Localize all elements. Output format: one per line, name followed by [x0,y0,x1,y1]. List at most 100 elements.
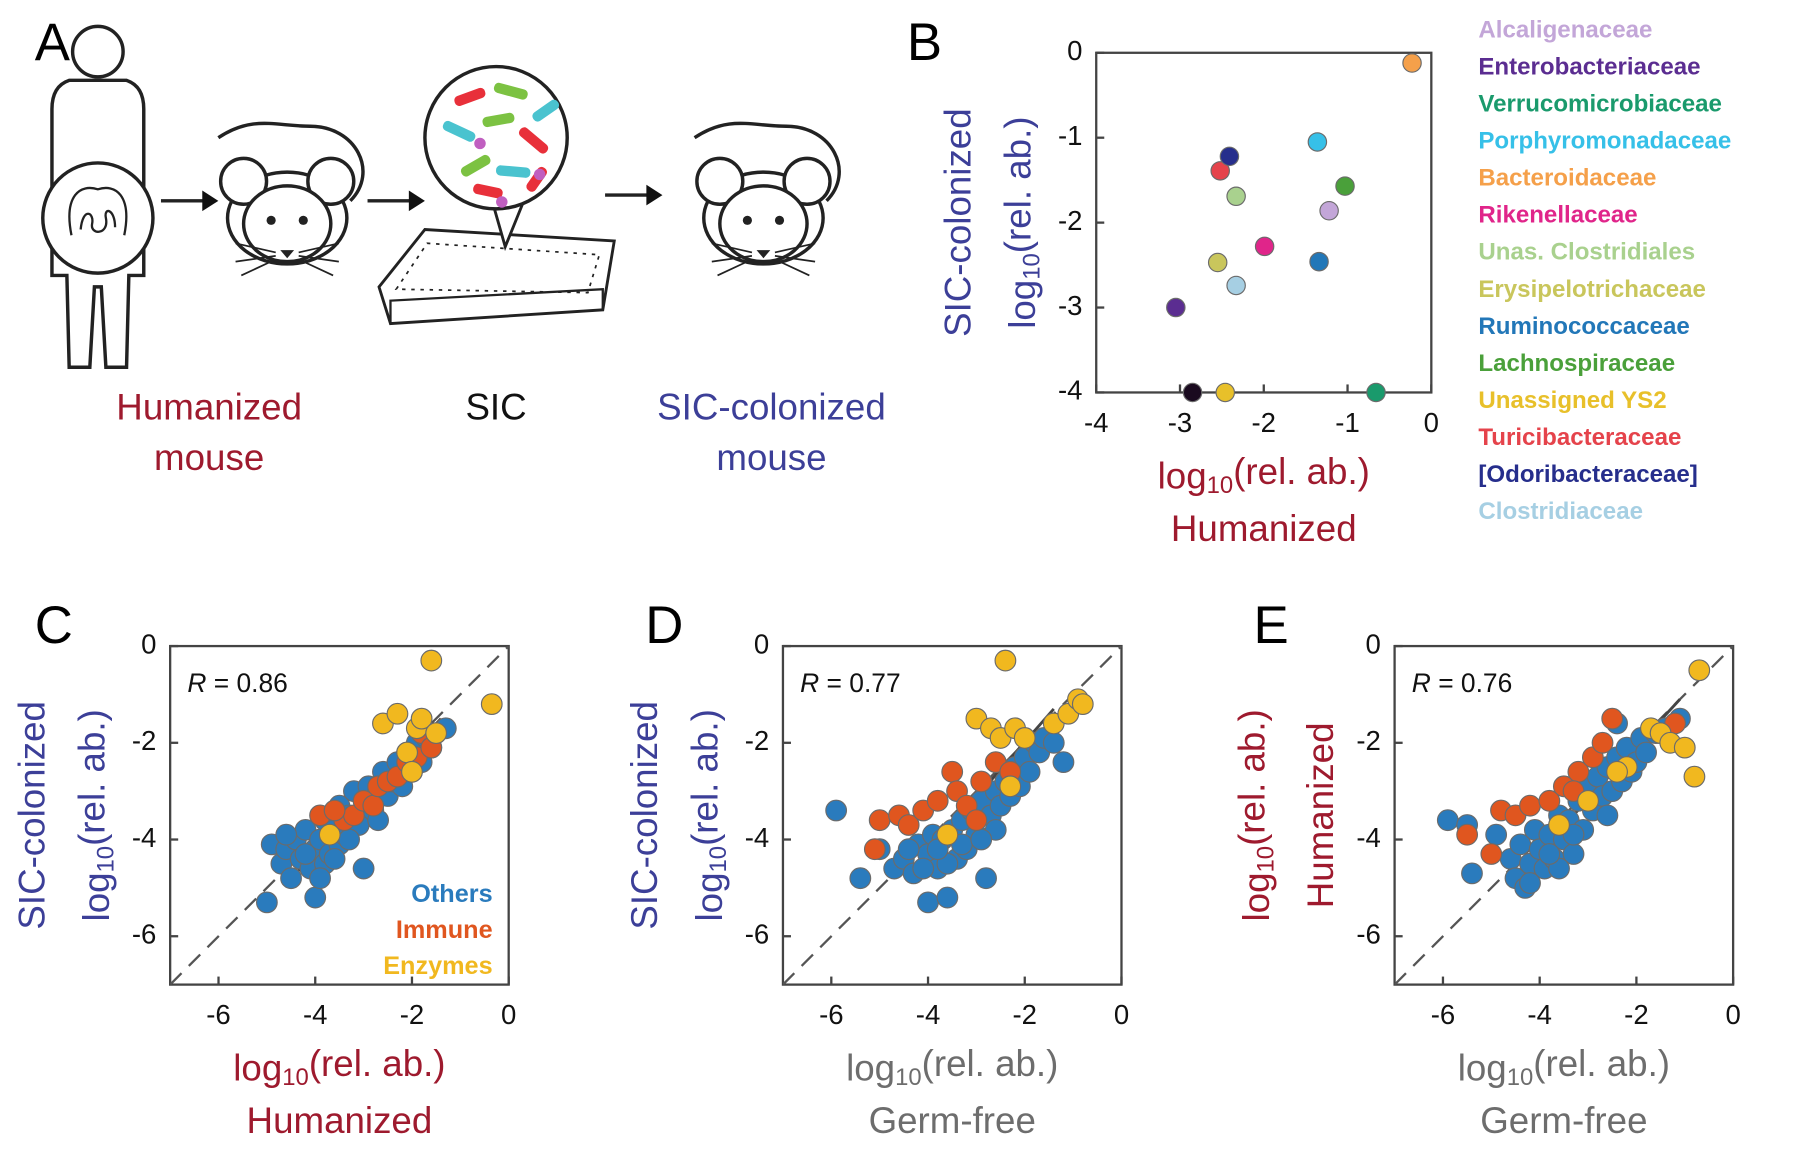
data-point [362,794,385,817]
data-point [975,867,997,890]
panel-a-art [41,24,663,369]
axis-label: log10(rel. ab.) [846,1043,1058,1091]
y-tick-label: -2 [132,725,156,756]
data-point [1606,760,1628,783]
data-point [1319,200,1339,221]
legend-entry: Ruminococcaceae [1478,313,1689,340]
legend-entry: Alcaligenaceae [1478,16,1652,43]
legend-entry: Lachnospiraceae [1478,350,1675,377]
step-label: mouse [716,437,826,478]
y-tick-label: -3 [1058,290,1082,321]
data-point [401,760,423,783]
y-tick-label: -2 [745,725,769,756]
x-tick-label: -4 [303,999,327,1030]
data-point [280,867,302,890]
y-tick-label: -2 [1058,205,1082,236]
axis-label: log10(rel. ab.) [684,709,732,921]
data-point [1591,731,1614,754]
data-point [1519,794,1541,817]
x-tick-label: 0 [1114,999,1129,1030]
annotation-part: = 0.86 [206,668,287,698]
data-point [1226,275,1246,296]
data-point [994,649,1017,672]
data-point [318,823,341,846]
axis-label-part: log [1458,1047,1507,1088]
axis-label: SIC-colonized [938,108,979,337]
data-point [999,775,1022,798]
axis-label-part: log [689,872,730,921]
data-point [1688,659,1711,682]
data-point [1635,741,1657,764]
axis-label: log10(rel. ab.) [71,709,119,921]
data-point [1215,382,1235,403]
data-point [1402,53,1422,73]
axis-label: log10(rel. ab.) [1458,1043,1670,1091]
axis-label-part: (rel. ab.) [997,116,1038,253]
y-tick-label: -4 [132,822,156,853]
data-point [1538,843,1561,865]
y-tick-label: -1 [1058,120,1082,151]
data-point [912,857,935,880]
x-tick-label: -4 [1084,407,1108,438]
data-point [396,741,419,764]
data-point [1052,751,1075,774]
axis-label: log10(rel. ab.) [233,1043,445,1091]
data-point [1307,132,1328,152]
step-label: mouse [154,437,264,478]
data-point [941,760,964,783]
data-point [936,823,959,846]
data-point [323,847,346,870]
data-point [970,828,993,851]
legend-entry: Erysipelotrichaceae [1478,276,1706,303]
y-tick-label: -6 [745,919,769,950]
data-point [1309,251,1329,272]
axis-label: SIC-colonized [11,701,52,930]
legend-entry: Clostridiaceae [1478,498,1643,525]
legend-entry: Enterobacteriaceae [1478,53,1700,80]
axis-label-part: (rel. ab.) [71,709,112,846]
data-point [1207,252,1228,273]
axis-label-part: (rel. ab.) [1233,451,1370,492]
mouse-icon [692,121,841,278]
annotation: R = 0.76 [1412,668,1512,698]
mouse-icon [216,121,365,278]
axis-label-part: log [846,1047,895,1088]
x-tick-label: -2 [1252,407,1276,438]
data-point [1018,760,1041,783]
data-point [1577,789,1599,812]
legend-entry: Enzymes [383,952,492,980]
data-point [338,828,360,851]
axis-label: Germ-free [869,1100,1036,1141]
data-point [1013,727,1036,749]
legend-entry: Rikenellaceae [1478,202,1637,229]
data-point [868,809,891,832]
annotation-part: R [800,668,819,698]
data-point [936,886,959,909]
y-tick-label: -4 [745,822,769,853]
axis-label-part: log [1236,872,1277,921]
y-tick-label: 0 [754,628,769,659]
data-point [1366,382,1386,403]
plot-frame [1095,51,1433,394]
annotation-part: = 0.76 [1431,668,1512,698]
data-point [825,799,848,822]
data-point [1182,382,1203,403]
data-point [863,838,886,861]
x-tick-label: -6 [1431,999,1455,1030]
legend-entry: Verrucomicrobiaceae [1478,90,1722,117]
panel-letter: D [645,596,683,655]
panel-letter: E [1253,596,1288,655]
y-tick-label: 0 [1067,35,1082,66]
data-point [1456,823,1479,846]
data-point [1548,814,1570,836]
data-point [352,857,375,880]
axis-label-part: (rel. ab.) [309,1043,446,1084]
x-tick-label: -4 [1527,999,1551,1030]
x-tick-label: -6 [206,999,230,1030]
data-point [1538,789,1561,812]
data-point [275,823,298,846]
step-label: SIC-colonized [657,386,886,427]
data-point [1226,186,1246,207]
data-point [1601,707,1624,730]
